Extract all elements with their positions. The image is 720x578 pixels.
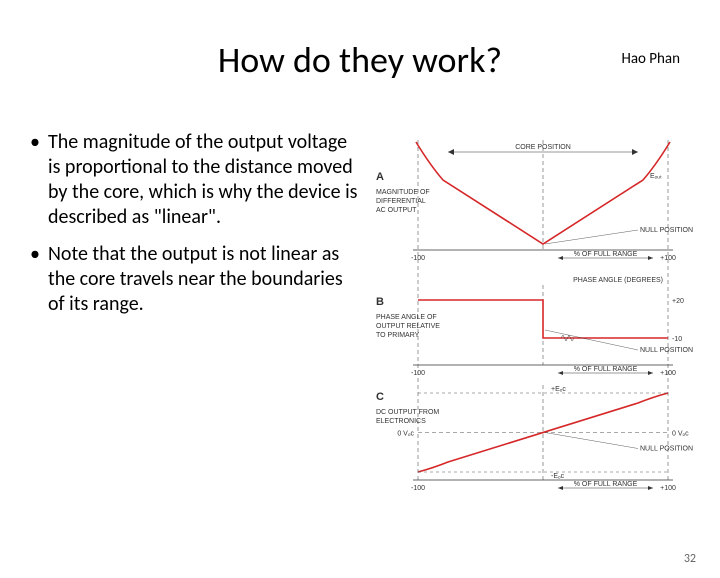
svg-text:0 Vₒᴄ: 0 Vₒᴄ bbox=[397, 431, 414, 438]
svg-text:-100: -100 bbox=[411, 370, 425, 377]
svg-text:% OF FULL RANGE: % OF FULL RANGE bbox=[574, 481, 638, 488]
svg-text:C: C bbox=[376, 391, 384, 403]
svg-text:MAGNITUDE OF: MAGNITUDE OF bbox=[376, 189, 430, 196]
svg-text:+Eₒᴄ: +Eₒᴄ bbox=[551, 386, 566, 393]
svg-text:AC OUTPUT: AC OUTPUT bbox=[376, 207, 417, 214]
svg-text:OUTPUT RELATIVE: OUTPUT RELATIVE bbox=[376, 323, 440, 330]
svg-text:% OF FULL RANGE: % OF FULL RANGE bbox=[574, 366, 638, 373]
lvdt-diagram: CORE POSITION Eₒᵤₜ NULL POSITION A MAGNITUDE… bbox=[358, 130, 700, 490]
svg-text:A: A bbox=[376, 171, 384, 183]
svg-text:% OF FULL RANGE: % OF FULL RANGE bbox=[574, 251, 638, 258]
svg-text:+100: +100 bbox=[660, 255, 676, 262]
svg-text:NULL POSITION: NULL POSITION bbox=[640, 446, 693, 453]
svg-text:B: B bbox=[376, 296, 384, 308]
svg-text:NULL POSITION: NULL POSITION bbox=[640, 227, 693, 234]
content-row: The magnitude of the output voltage is p… bbox=[0, 130, 720, 490]
bullet-item: The magnitude of the output voltage is p… bbox=[28, 130, 358, 230]
svg-text:Eₒᵤₜ: Eₒᵤₜ bbox=[650, 173, 662, 180]
svg-text:-100: -100 bbox=[411, 485, 425, 490]
svg-text:TO PRIMARY: TO PRIMARY bbox=[376, 332, 420, 339]
svg-text:PHASE ANGLE OF: PHASE ANGLE OF bbox=[376, 314, 437, 321]
svg-text:CORE POSITION: CORE POSITION bbox=[515, 144, 571, 151]
page-number: 32 bbox=[684, 552, 696, 566]
svg-text:+100: +100 bbox=[660, 370, 676, 377]
bullet-list: The magnitude of the output voltage is p… bbox=[28, 130, 358, 490]
svg-text:DIFFERENTIAL: DIFFERENTIAL bbox=[376, 198, 426, 205]
slide-title: How do they work? bbox=[0, 38, 720, 82]
svg-text:PHASE ANGLE (DEGREES): PHASE ANGLE (DEGREES) bbox=[573, 277, 663, 284]
svg-text:NULL POSITION: NULL POSITION bbox=[640, 347, 693, 354]
svg-text:-10: -10 bbox=[672, 336, 682, 343]
bullet-item: Note that the output is not linear as th… bbox=[28, 242, 358, 317]
svg-text:+100: +100 bbox=[660, 485, 676, 490]
svg-text:-100: -100 bbox=[411, 255, 425, 262]
author-name: Hao Phan bbox=[621, 50, 680, 68]
svg-text:DC OUTPUT FROM: DC OUTPUT FROM bbox=[376, 409, 439, 416]
svg-text:+20: +20 bbox=[672, 298, 684, 305]
svg-text:ELECTRONICS: ELECTRONICS bbox=[376, 418, 426, 425]
svg-text:0 Vₒᴄ: 0 Vₒᴄ bbox=[672, 431, 689, 438]
svg-text:-Eₒᴄ: -Eₒᴄ bbox=[551, 473, 565, 480]
